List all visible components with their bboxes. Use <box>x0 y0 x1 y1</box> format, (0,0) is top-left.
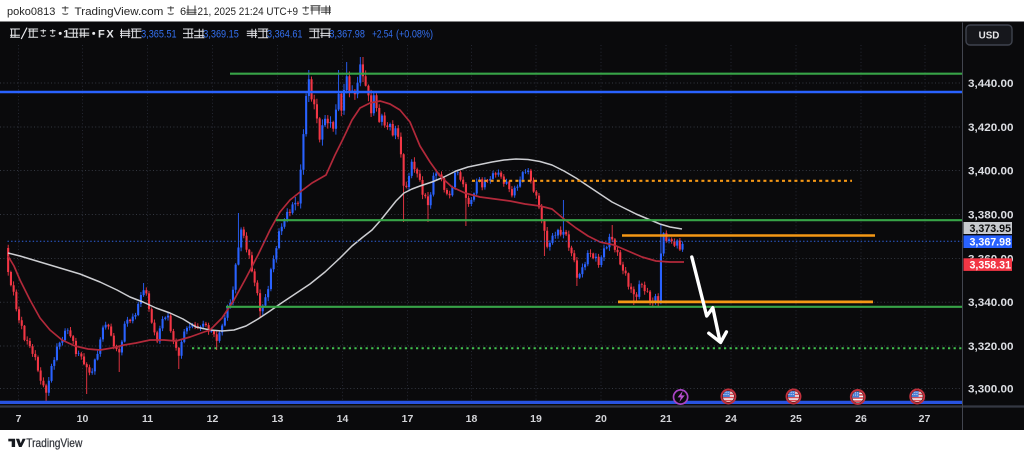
svg-text:11: 11 <box>142 413 153 425</box>
svg-text:1: 1 <box>63 29 69 41</box>
svg-text:14: 14 <box>337 413 349 425</box>
svg-text:21: 21 <box>660 413 672 425</box>
svg-text:17: 17 <box>402 413 414 425</box>
svg-text:3,364.61: 3,364.61 <box>267 29 303 41</box>
svg-text:USD: USD <box>979 31 1000 42</box>
svg-text:3,373.95: 3,373.95 <box>970 223 1012 235</box>
svg-text:TradingView: TradingView <box>26 437 82 450</box>
svg-text:3,367.98: 3,367.98 <box>329 29 365 41</box>
svg-text:3,365.51: 3,365.51 <box>141 29 177 41</box>
svg-text:7: 7 <box>16 413 22 425</box>
svg-text:+2.54: +2.54 <box>372 29 393 41</box>
svg-text:24: 24 <box>725 413 737 425</box>
svg-text:FX: FX <box>98 29 115 41</box>
svg-text:3,340.00: 3,340.00 <box>968 297 1014 309</box>
svg-text:TradingView.com: TradingView.com <box>75 6 164 18</box>
svg-text:19: 19 <box>530 413 542 425</box>
svg-text:25: 25 <box>790 413 802 425</box>
svg-text:3,400.00: 3,400.00 <box>968 165 1014 177</box>
svg-text:27: 27 <box>919 413 931 425</box>
svg-text:10: 10 <box>77 413 89 425</box>
svg-text:3,369.15: 3,369.15 <box>203 29 239 41</box>
svg-text:3,320.00: 3,320.00 <box>968 341 1014 353</box>
svg-text:3,380.00: 3,380.00 <box>968 209 1014 221</box>
svg-text:3,358.31: 3,358.31 <box>970 259 1012 271</box>
svg-text:3,440.00: 3,440.00 <box>968 78 1014 90</box>
svg-text:3,420.00: 3,420.00 <box>968 122 1014 134</box>
svg-text:3,367.98: 3,367.98 <box>970 237 1012 249</box>
svg-text:18: 18 <box>466 413 478 425</box>
svg-text:21, 2025 21:24 UTC+9: 21, 2025 21:24 UTC+9 <box>198 6 299 18</box>
svg-text:20: 20 <box>595 413 607 425</box>
svg-text:12: 12 <box>207 413 219 425</box>
svg-text:poko0813: poko0813 <box>7 6 55 18</box>
svg-text:(+0.08%): (+0.08%) <box>396 29 433 41</box>
svg-text:3,300.00: 3,300.00 <box>968 383 1014 395</box>
svg-text:13: 13 <box>272 413 284 425</box>
svg-text:26: 26 <box>855 413 867 425</box>
svg-text:6: 6 <box>180 6 186 18</box>
